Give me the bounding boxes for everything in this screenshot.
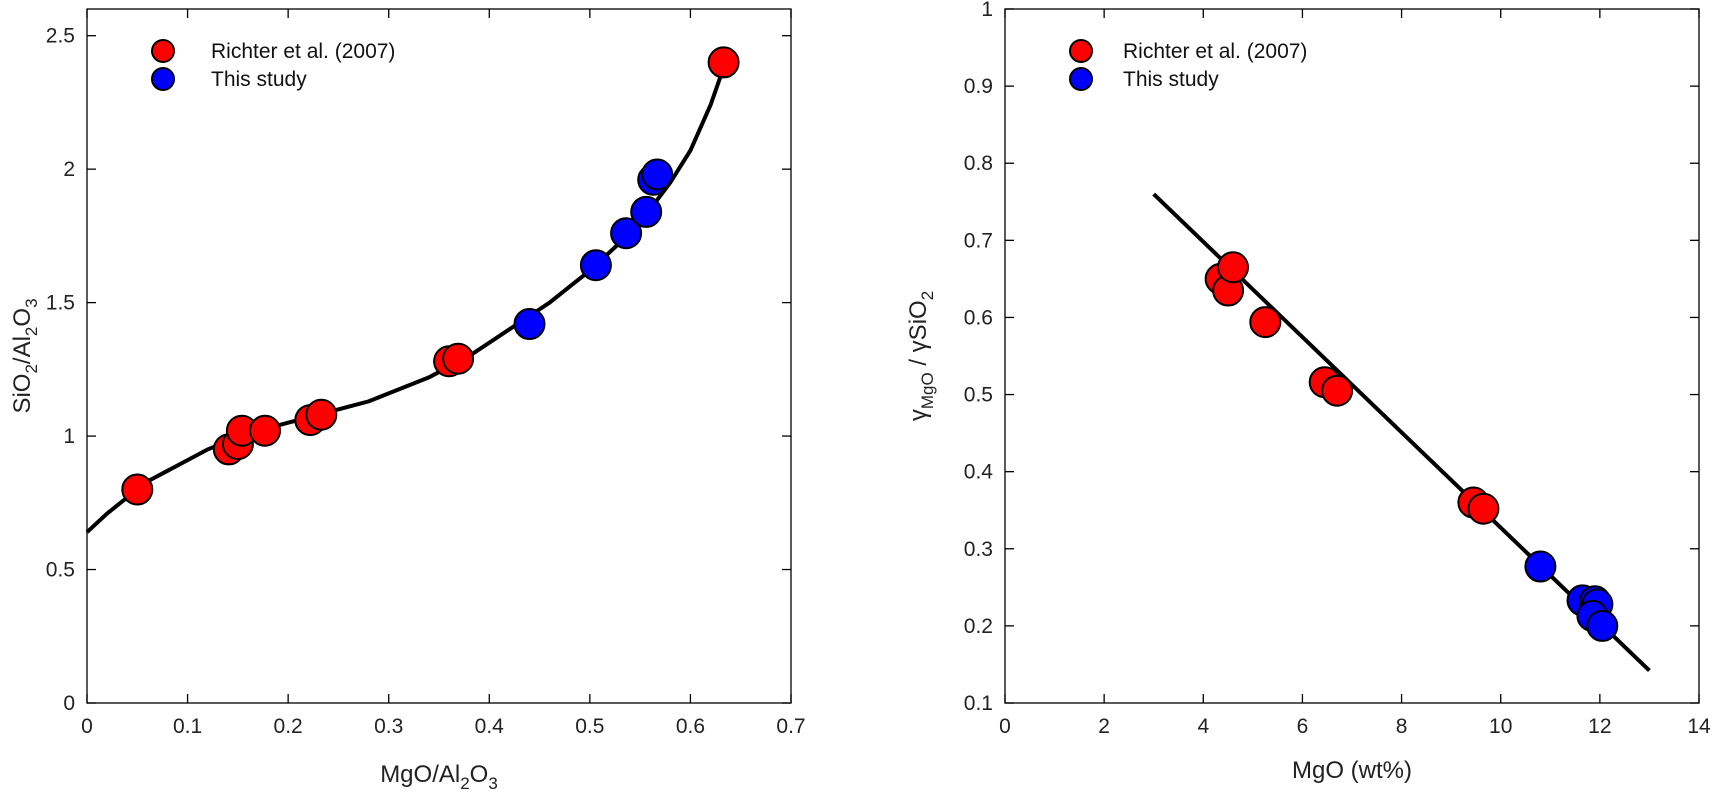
data-point-this-study xyxy=(1524,550,1557,583)
x-tick-label: 14 xyxy=(1687,715,1711,738)
y-axis-label-part: MgO xyxy=(918,372,937,409)
legend-label: Richter et al. (2007) xyxy=(1123,40,1307,63)
data-point-richter xyxy=(305,398,338,431)
data-point-this-study xyxy=(1586,609,1619,642)
data-point-this-study xyxy=(579,249,612,282)
x-tick-label: 0.6 xyxy=(676,715,705,738)
y-axis-label-part: /Al xyxy=(9,336,36,364)
y-tick-label: 1 xyxy=(981,0,993,21)
x-tick-label: 0.2 xyxy=(274,715,303,738)
x-tick-label: 0.7 xyxy=(776,715,805,738)
y-tick-label: 0.6 xyxy=(964,306,993,329)
x-tick-label: 0 xyxy=(999,715,1011,738)
y-tick-label: 0.8 xyxy=(964,152,993,175)
y-axis-label-part: γ xyxy=(905,340,932,352)
y-axis-label-part: / xyxy=(905,352,932,372)
x-tick-label: 0.5 xyxy=(575,715,604,738)
y-axis-label: SiO2/Al2O3 xyxy=(9,298,41,413)
data-point-this-study xyxy=(610,217,643,250)
plot-frame xyxy=(1004,8,1700,704)
chart-activity-ratio-vs-mgo: 0 2 4 6 8 10 12 14 0.1 0.2 0.3 0.4 0.5 0.6 0.7 0.8 0.9 1 R… xyxy=(905,0,1711,784)
y-tick-label: 1 xyxy=(63,425,75,448)
x-tick-label: 0.3 xyxy=(374,715,403,738)
x-tick-label: 10 xyxy=(1489,715,1512,738)
y-axis-label-part: 3 xyxy=(22,298,41,307)
y-tick-label: 1.5 xyxy=(46,292,75,315)
y-tick-label: 2 xyxy=(63,158,75,181)
x-tick-label: 0.1 xyxy=(173,715,202,738)
data-point-richter xyxy=(1467,492,1500,525)
legend-label: This study xyxy=(1123,68,1219,91)
legend-label: Richter et al. (2007) xyxy=(211,40,395,63)
data-point-richter xyxy=(249,414,281,447)
data-point-richter xyxy=(442,342,475,375)
x-axis-label-part: 3 xyxy=(488,774,497,793)
y-tick-label: 0.2 xyxy=(964,615,993,638)
x-tick-label: 12 xyxy=(1588,715,1611,738)
data-point-this-study xyxy=(513,308,546,340)
x-axis-label-part: MgO/Al xyxy=(380,761,460,788)
x-tick-label: 4 xyxy=(1197,715,1209,738)
data-point-richter xyxy=(707,46,740,79)
y-tick-label: 0 xyxy=(63,692,75,715)
y-axis-label-part: O xyxy=(9,308,36,327)
legend-marker xyxy=(151,67,175,91)
x-axis-label-part: O xyxy=(470,761,489,788)
y-axis-label-part: 2 xyxy=(22,364,41,373)
y-tick-label: 0.7 xyxy=(964,229,993,252)
x-tick-label: 6 xyxy=(1297,715,1309,738)
data-point-richter xyxy=(121,473,154,506)
y-tick-label: 0.4 xyxy=(964,461,994,484)
y-axis-label-part: 2 xyxy=(918,291,937,300)
y-axis-label: γMgO / γSiO2 xyxy=(905,291,937,421)
x-tick-label: 0.4 xyxy=(475,715,505,738)
x-axis-label: MgO (wt%) xyxy=(1292,757,1412,784)
data-point-richter xyxy=(1321,374,1354,407)
y-tick-label: 0.3 xyxy=(964,538,993,561)
y-tick-label: 0.5 xyxy=(964,384,993,407)
y-axis-label-part: γ xyxy=(905,409,932,421)
y-tick-label: 0.1 xyxy=(964,692,993,715)
legend-marker xyxy=(1069,39,1093,63)
y-tick-label: 2.5 xyxy=(46,25,75,48)
y-axis-label-part: 2 xyxy=(22,327,41,336)
legend-marker xyxy=(1069,67,1093,91)
data-point-richter xyxy=(1217,251,1249,284)
y-tick-label: 0.9 xyxy=(964,75,993,98)
x-tick-label: 2 xyxy=(1098,715,1110,738)
y-axis-label-part: SiO xyxy=(905,300,932,340)
x-axis-label: MgO/Al2O3 xyxy=(380,761,498,793)
y-tick-label: 0.5 xyxy=(46,559,75,582)
legend-marker xyxy=(151,39,175,63)
fit-line xyxy=(85,67,726,534)
data-point-this-study xyxy=(641,158,674,191)
x-tick-label: 8 xyxy=(1396,715,1408,738)
data-point-this-study xyxy=(630,195,663,228)
data-point-richter xyxy=(1249,306,1282,339)
x-tick-label: 0 xyxy=(81,715,93,738)
plot-frame xyxy=(86,8,792,704)
chart-silica-alumina-vs-mgo-alumina: 0 0.1 0.2 0.3 0.4 0.5 0.6 0.7 0 0.5 1 1.5 2 2.5 Richte… xyxy=(9,8,806,793)
legend-label: This study xyxy=(211,68,307,91)
y-axis-label-part: SiO xyxy=(9,374,36,414)
x-axis-label-part: 2 xyxy=(460,774,469,793)
